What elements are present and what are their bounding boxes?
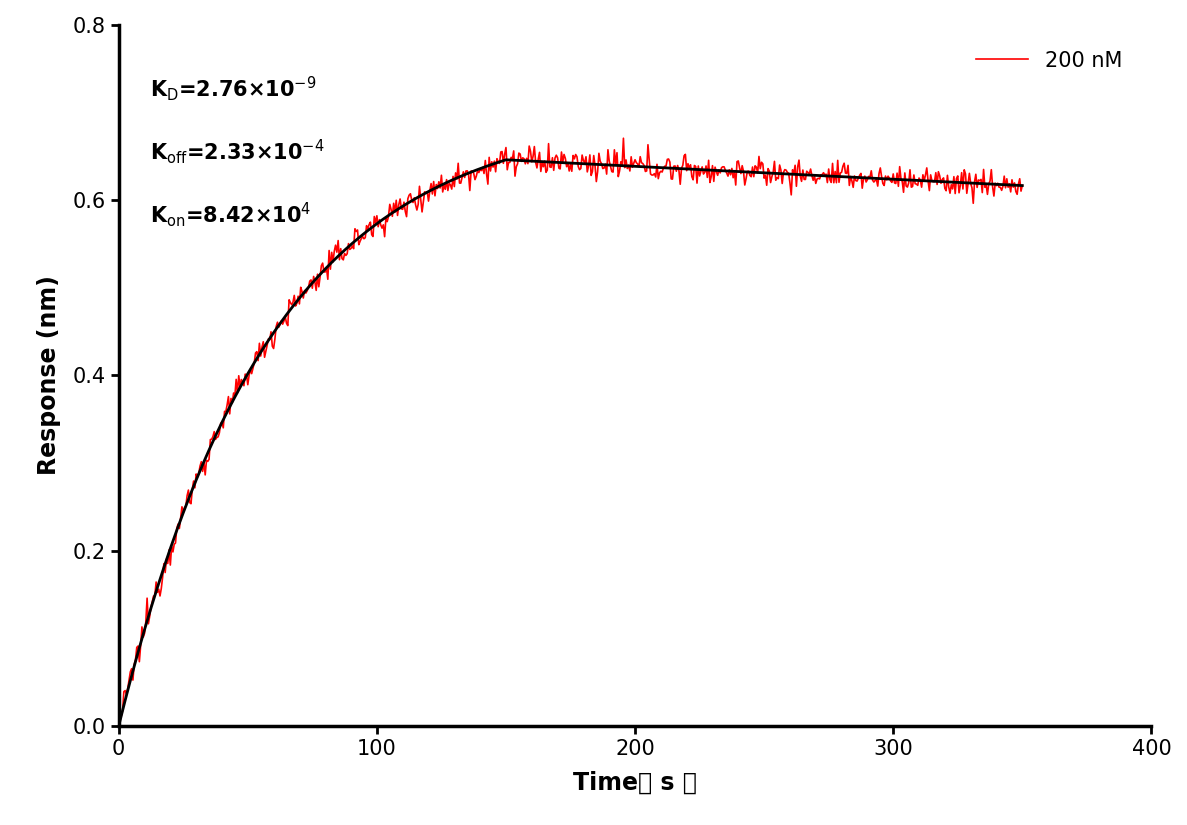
200 nM xyxy=(248,348,262,358)
200 nM xyxy=(112,721,126,731)
200 nM xyxy=(616,134,630,144)
Legend: 200 nM: 200 nM xyxy=(967,42,1131,79)
Text: K$_\mathrm{off}$=2.33×10$^{-4}$: K$_\mathrm{off}$=2.33×10$^{-4}$ xyxy=(150,137,324,166)
Line: 200 nM: 200 nM xyxy=(119,139,1022,726)
200 nM xyxy=(1015,181,1029,191)
X-axis label: Time（ s ）: Time（ s ） xyxy=(573,771,697,794)
200 nM xyxy=(259,346,273,356)
Text: K$_\mathrm{on}$=8.42×10$^{4}$: K$_\mathrm{on}$=8.42×10$^{4}$ xyxy=(150,200,311,229)
Text: K$_\mathrm{D}$=2.76×10$^{-9}$: K$_\mathrm{D}$=2.76×10$^{-9}$ xyxy=(150,74,316,102)
200 nM xyxy=(839,168,853,178)
Y-axis label: Response (nm): Response (nm) xyxy=(37,276,62,475)
200 nM xyxy=(886,169,900,179)
200 nM xyxy=(482,153,496,163)
200 nM xyxy=(774,165,788,175)
